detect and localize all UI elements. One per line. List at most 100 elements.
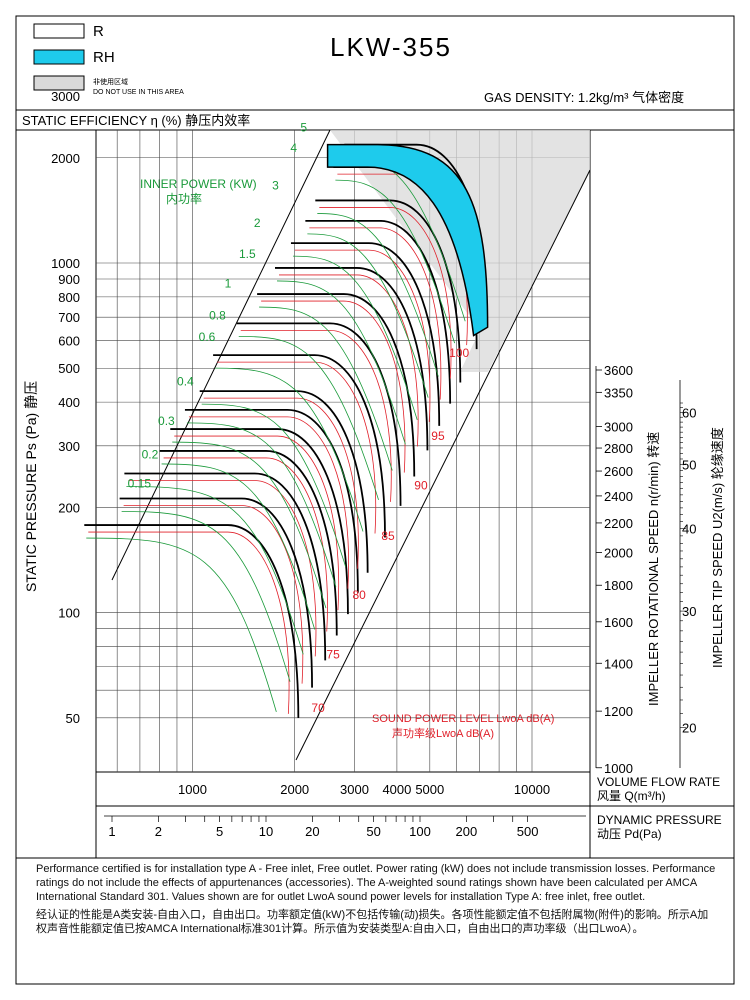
- sound-curve: [319, 207, 452, 379]
- sound-title-en: SOUND POWER LEVEL LwoA dB(A): [372, 713, 554, 725]
- y-tick-label: 900: [58, 272, 80, 287]
- legend-dnu-swatch: [33, 75, 85, 91]
- sound-curve: [309, 227, 442, 400]
- y-tick-label: 600: [58, 334, 80, 349]
- x-tick-label: 5000: [415, 782, 444, 797]
- y-tick-label: 200: [58, 500, 80, 515]
- power-title-en: INNER POWER (KW): [140, 177, 257, 191]
- power-label: 0.4: [177, 375, 194, 389]
- legend-r-swatch: [33, 23, 85, 39]
- power-title-zh: 内功率: [166, 191, 202, 206]
- y-tick-label: 800: [58, 290, 80, 305]
- legend-rh-label: RH: [93, 49, 115, 66]
- power-label: 2: [254, 216, 261, 230]
- power-label: 4: [290, 141, 297, 155]
- legend-rh-swatch: [33, 49, 85, 65]
- speed-tick-label: 2200: [604, 516, 633, 531]
- sound-label: 80: [353, 588, 367, 602]
- speed-tick-label: 1600: [604, 615, 633, 630]
- tip-tick-label: 50: [682, 458, 696, 473]
- fan-curve: [275, 267, 429, 451]
- tip-tick-label: 20: [682, 720, 696, 735]
- sound-curve: [294, 249, 431, 422]
- y-tick-label: 3000: [51, 89, 80, 104]
- dyn-label-en: DYNAMIC PRESSURE: [597, 813, 722, 827]
- speed-tick-label: 2800: [604, 441, 633, 456]
- tip-axis-label: IMPELLER TIP SPEED U2(m/s) 轮缘速度: [710, 427, 725, 668]
- power-curve: [215, 367, 364, 532]
- gas-density: GAS DENSITY: 1.2kg/m³ 气体密度: [484, 90, 684, 105]
- flow-label-en: VOLUME FLOW RATE: [597, 775, 720, 789]
- sound-label: 70: [311, 701, 325, 715]
- power-curve: [317, 213, 439, 377]
- x-tick-label: 10000: [514, 782, 550, 797]
- dyn-tick-label: 20: [305, 824, 319, 839]
- dyn-tick-label: 1: [108, 824, 115, 839]
- speed-tick-label: 1800: [604, 578, 633, 593]
- speed-tick-label: 3000: [604, 420, 633, 435]
- sound-curve: [174, 435, 340, 611]
- sound-curve: [88, 531, 290, 714]
- x-tick-label: 1000: [178, 782, 207, 797]
- sound-curve: [163, 457, 328, 632]
- sound-title-zh: 声功率级LwoA dB(A): [392, 726, 494, 740]
- power-curve: [201, 403, 347, 567]
- fan-curve: [119, 497, 313, 688]
- y-axis-label: STATIC PRESSURE Ps (Pa) 静压: [23, 381, 39, 592]
- fan-curve: [124, 472, 327, 661]
- sound-label: 75: [326, 648, 340, 662]
- rh-band: [326, 143, 489, 337]
- sound-label: 100: [449, 346, 469, 360]
- x-tick-label: 4000: [382, 782, 411, 797]
- power-label: 1.5: [239, 247, 256, 261]
- speed-tick-label: 1200: [604, 704, 633, 719]
- power-curve: [292, 255, 418, 421]
- sound-label: 95: [431, 429, 445, 443]
- fan-curve: [184, 409, 359, 593]
- power-label: 1: [225, 276, 232, 290]
- power-curve: [186, 422, 337, 587]
- power-label: 0.15: [128, 476, 152, 490]
- legend-dnu-en: DO NOT USE IN THIS AREA: [93, 89, 184, 96]
- sound-curve: [128, 480, 317, 657]
- outer-frame: [15, 15, 735, 985]
- fan-curve: [290, 242, 441, 426]
- efficiency-header: STATIC EFFICIENCY η (%) 静压内效率: [22, 113, 250, 128]
- tip-tick-label: 60: [682, 405, 696, 420]
- power-label: 5: [300, 120, 307, 134]
- tip-tick-label: 40: [682, 522, 696, 537]
- speed-tick-label: 1000: [604, 761, 633, 776]
- sound-curve: [240, 329, 392, 502]
- y-tick-label: 300: [58, 439, 80, 454]
- sound-curve: [279, 274, 419, 447]
- fan-curve: [199, 390, 369, 573]
- power-curve: [161, 463, 316, 630]
- dyn-tick-label: 200: [456, 824, 478, 839]
- speed-tick-label: 1400: [604, 656, 633, 671]
- note-zh: 经认证的性能是A类安装-自由入口，自由出口。功率额定值(kW)不包括传输(动)损…: [36, 909, 709, 935]
- power-label: 3: [272, 179, 279, 193]
- fan-curve: [159, 450, 338, 636]
- fan-curve: [257, 293, 416, 477]
- sound-label: 90: [414, 478, 428, 492]
- x-tick-label: 3000: [340, 782, 369, 797]
- power-curve: [121, 511, 291, 682]
- chart-title: LKW-355: [330, 32, 452, 62]
- power-curve: [259, 306, 393, 471]
- power-curve: [172, 441, 327, 609]
- speed-tick-label: 2000: [604, 546, 633, 561]
- dyn-tick-label: 5: [216, 824, 223, 839]
- dyn-tick-label: 10: [259, 824, 273, 839]
- y-tick-label: 500: [58, 361, 80, 376]
- power-curve: [335, 179, 456, 344]
- power-curve: [126, 486, 304, 655]
- legend-r-label: R: [93, 23, 104, 40]
- legend-dnu-zh: 非使用区域: [93, 77, 128, 86]
- y-tick-label: 100: [58, 606, 80, 621]
- flow-label-zh: 风量 Q(m³/h): [597, 789, 666, 803]
- y-tick-label: 700: [58, 310, 80, 325]
- speed-tick-label: 2400: [604, 489, 633, 504]
- dyn-tick-label: 500: [517, 824, 539, 839]
- dyn-tick-label: 100: [409, 824, 431, 839]
- speed-tick-label: 3350: [604, 385, 633, 400]
